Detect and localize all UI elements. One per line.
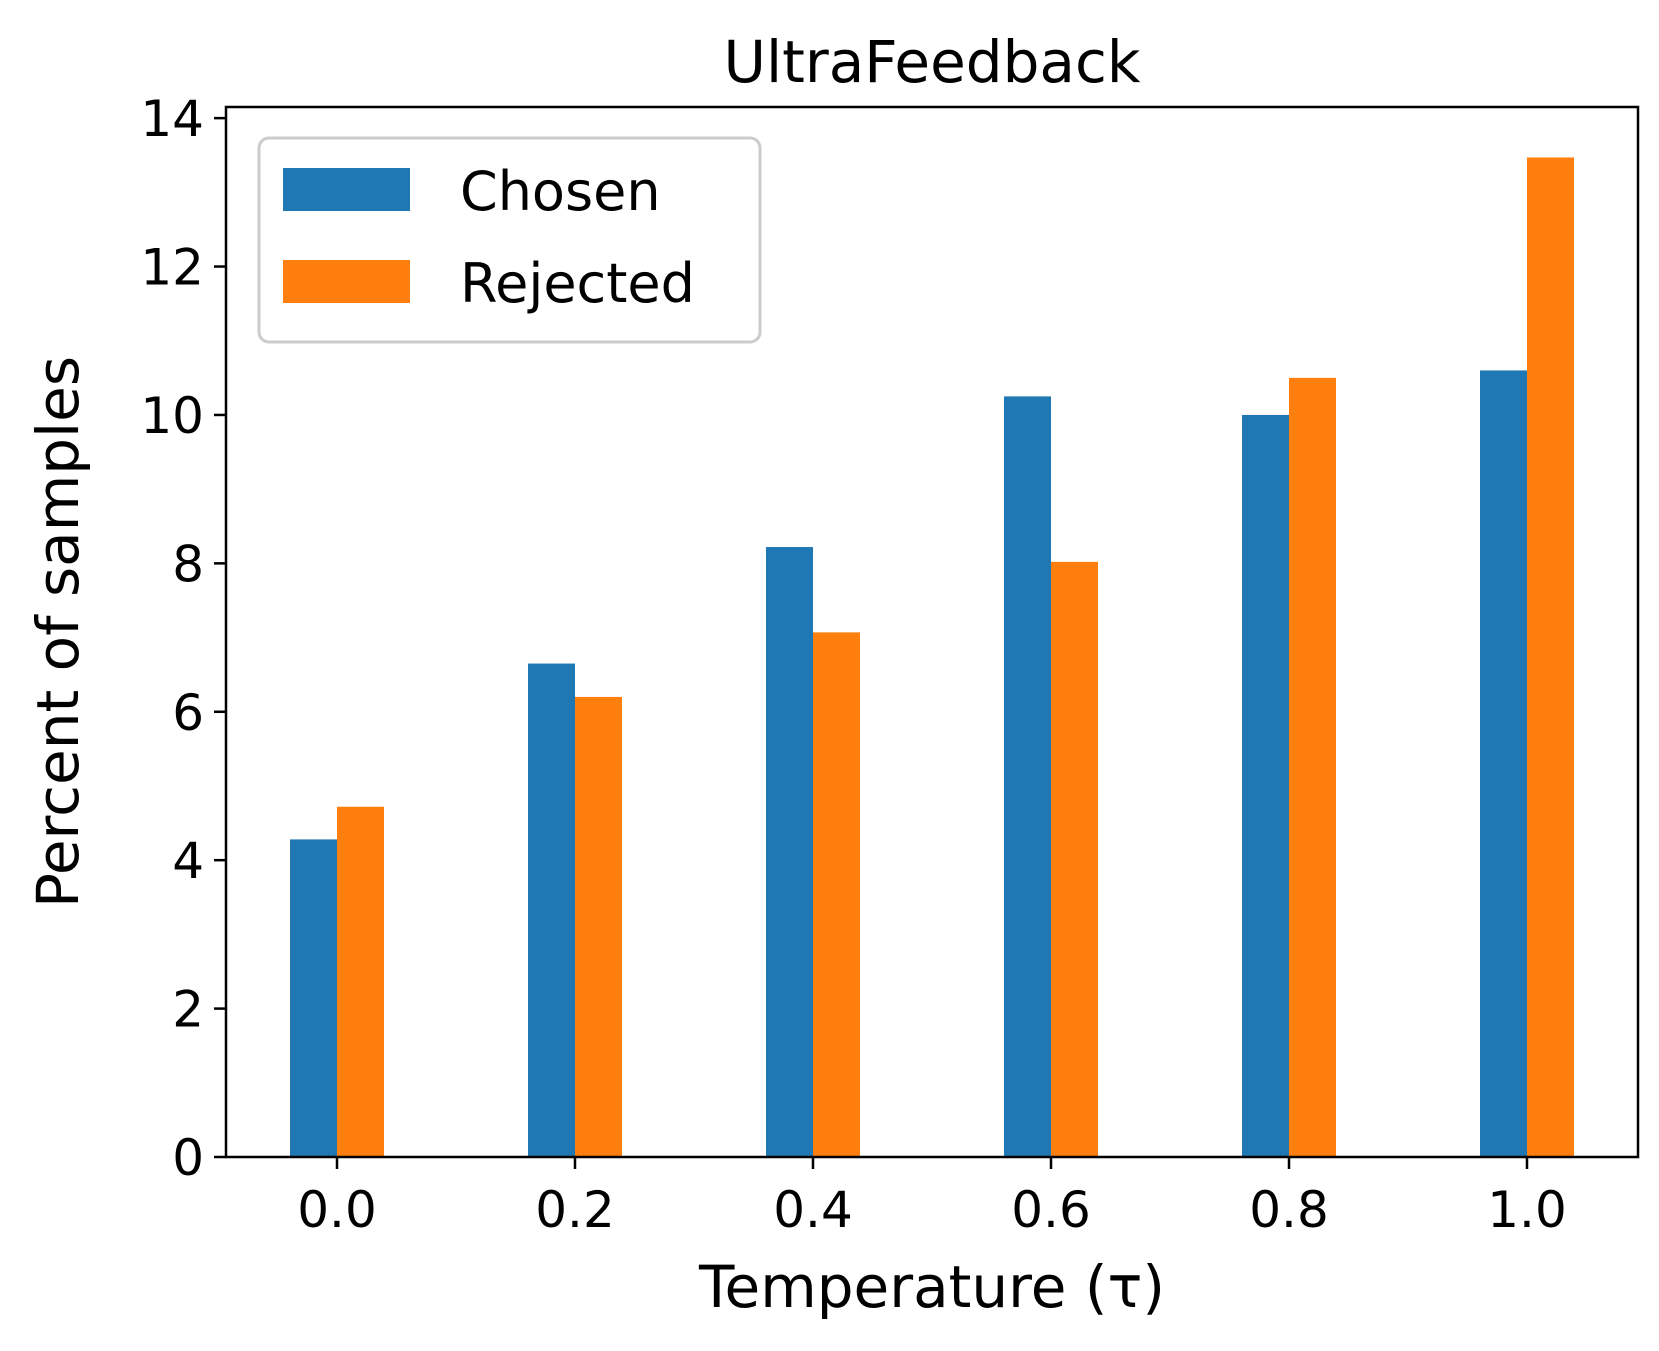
bar-chosen-0.8 [1242,414,1289,1157]
chart-title: UltraFeedback [724,28,1141,96]
legend: Chosen Rejected [257,136,762,344]
y-tick-label: 12 [140,239,204,297]
bar-rejected-0.0 [337,806,384,1157]
y-tick-label: 6 [172,684,204,742]
y-axis: 0 2 4 6 8 10 12 14 [140,90,226,1187]
x-tick-label: 0.2 [535,1181,615,1239]
legend-label-chosen: Chosen [460,160,661,223]
bar-chosen-0.4 [766,547,813,1157]
y-tick-label: 2 [172,981,204,1039]
bar-rejected-0.4 [813,632,860,1157]
y-tick-label: 4 [172,832,204,890]
legend-label-rejected: Rejected [460,252,695,315]
y-axis-label: Percent of samples [24,356,92,908]
bar-chosen-0.2 [528,663,575,1157]
x-tick-label: 0.6 [1011,1181,1091,1239]
y-tick-label: 8 [172,535,204,593]
bar-rejected-0.6 [1051,561,1098,1157]
legend-swatch-chosen [283,168,410,211]
plot-frame [224,105,1640,1159]
bar-rejected-0.2 [575,696,622,1157]
x-tick-label: 1.0 [1487,1181,1567,1239]
y-tick-label: 0 [172,1129,204,1187]
bar-rejected-0.8 [1289,377,1336,1158]
x-tick-label: 0.4 [773,1181,853,1239]
bar-rejected-1.0 [1527,157,1574,1158]
y-tick-label: 14 [140,90,204,148]
legend-swatch-rejected [283,260,410,303]
bars-layer [290,157,1574,1158]
x-axis: 0.0 0.2 0.4 0.6 0.8 1.0 [297,1157,1567,1239]
bar-chosen-0.0 [290,839,337,1157]
y-tick-label: 10 [140,387,204,445]
x-axis-label: Temperature (τ) [698,1253,1165,1321]
bar-chosen-1.0 [1480,370,1527,1157]
x-tick-label: 0.8 [1249,1181,1329,1239]
x-tick-label: 0.0 [297,1181,377,1239]
bar-chosen-0.6 [1004,396,1051,1157]
